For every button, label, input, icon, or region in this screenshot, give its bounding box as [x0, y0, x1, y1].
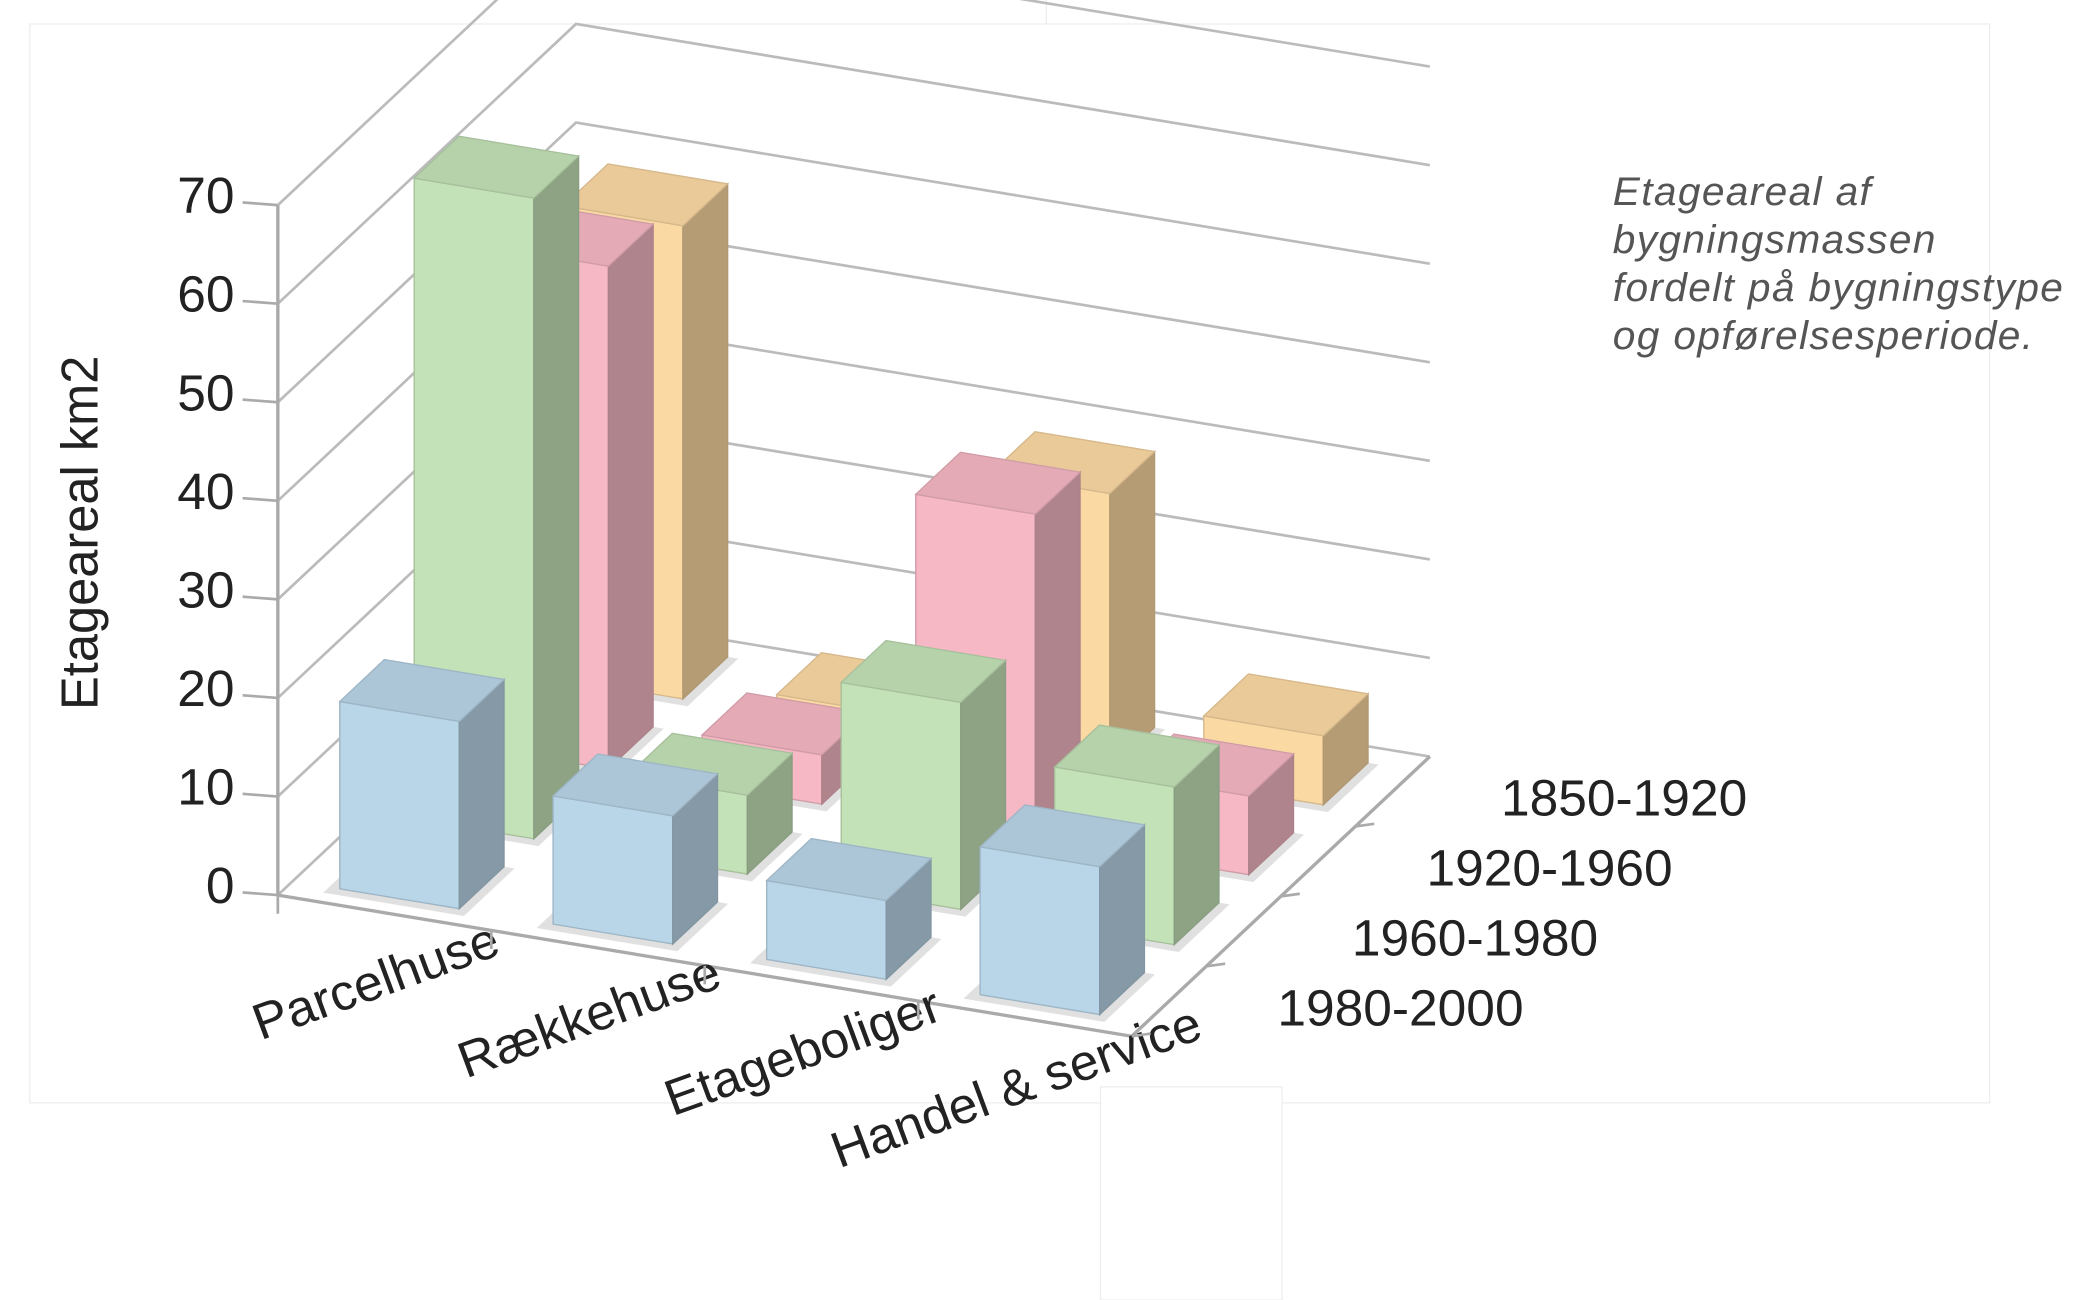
- bar-side: [607, 222, 654, 771]
- bar-top: [338, 658, 506, 723]
- z-tick: [1355, 822, 1375, 828]
- z-tick: [1280, 892, 1300, 898]
- bar-side: [1109, 449, 1156, 772]
- y-tick-label: 40: [177, 463, 234, 520]
- panel-notch: [1099, 1086, 1283, 1300]
- bar-front: [979, 846, 1101, 1016]
- y-tick: [242, 693, 278, 700]
- bar-top: [765, 837, 933, 902]
- caption-line: Etageareal af: [1613, 169, 1875, 214]
- bar-front: [552, 795, 674, 945]
- y-tick-label: 60: [177, 266, 234, 323]
- caption-line: og opførelsesperiode.: [1613, 313, 2035, 358]
- bar-top: [561, 163, 730, 227]
- y-axis-label: Etageareal km2: [51, 356, 108, 710]
- bar-top: [1202, 673, 1370, 737]
- bar-top: [412, 135, 581, 199]
- caption-line: bygningsmassen: [1613, 217, 1937, 262]
- grid-line: [276, 0, 1431, 207]
- grid-line: [276, 22, 1431, 305]
- bar-side: [533, 154, 580, 841]
- bar-side: [682, 182, 729, 701]
- y-tick-label: 0: [206, 858, 235, 915]
- y-tick-label: 50: [177, 365, 234, 422]
- legend-label: 1980-2000: [1277, 980, 1523, 1037]
- y-tick-label: 20: [177, 660, 234, 717]
- bar-front: [339, 700, 460, 910]
- y-tick-label: 70: [177, 168, 234, 225]
- y-tick: [242, 496, 278, 503]
- legend-label: 1960-1980: [1352, 910, 1598, 967]
- bar-top: [839, 639, 1007, 704]
- panel-border: [29, 23, 1991, 1104]
- y-tick: [242, 398, 278, 404]
- z-tick: [1206, 962, 1226, 968]
- y-tick: [242, 891, 278, 897]
- bar-top: [914, 451, 1082, 515]
- y-tick: [242, 595, 278, 601]
- legend-label: 1920-1960: [1426, 840, 1672, 897]
- y-tick: [242, 299, 278, 306]
- y-tick: [242, 201, 278, 207]
- bar-top: [551, 753, 719, 817]
- legend-label: 1850-1920: [1501, 770, 1747, 827]
- y-tick-label: 10: [177, 759, 234, 816]
- grid-line: [276, 121, 1431, 404]
- bar-top: [1053, 724, 1221, 788]
- bar-top: [978, 804, 1146, 868]
- y-tick: [242, 792, 278, 798]
- y-tick-label: 30: [177, 562, 234, 619]
- z-tick: [1131, 1032, 1151, 1038]
- caption-line: fordelt på bygningstype: [1613, 265, 2064, 310]
